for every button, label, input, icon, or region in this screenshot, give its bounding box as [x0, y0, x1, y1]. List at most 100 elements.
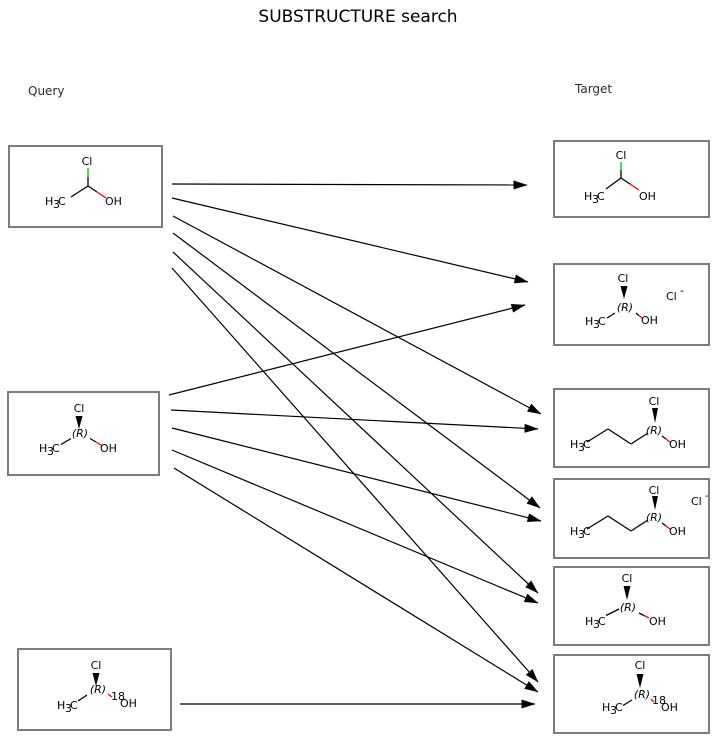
bonds [586, 408, 671, 445]
atom-label-c: C [598, 615, 606, 628]
arrow-query2-target2 [168, 303, 526, 396]
target-box-4: Cl (R) H 3 C OH Cl - [553, 478, 710, 559]
molecule-drawing: Cl H 3 C OH [584, 149, 656, 206]
query-column-label: Query [28, 84, 65, 98]
bonds [606, 286, 643, 319]
molecule-drawing: Cl (R) H 3 C OH [570, 395, 686, 454]
chloride-ion-label: Cl [691, 495, 702, 508]
arrow-query1-target1 [171, 180, 528, 190]
wedge-bond [75, 416, 83, 429]
atom-label-cl: Cl [82, 155, 93, 168]
query-box-2: Cl (R) H 3 C OH [7, 391, 160, 476]
atom-label-cl: Cl [74, 402, 85, 415]
wedge-bond [623, 586, 631, 600]
wedge-bond [636, 674, 644, 688]
atom-label-cl: Cl [635, 659, 646, 672]
molecule-drawing: Cl (R) H 3 C OH [39, 402, 117, 458]
target-box-2: Cl (R) H 3 C OH Cl - [553, 263, 710, 346]
atom-label-c: C [598, 315, 606, 328]
query-box-3: Cl (R) H 3 C 18 OH [17, 648, 172, 731]
atom-label-cl: Cl [618, 272, 629, 285]
arrow-query1-target2 [171, 197, 529, 284]
atom-label-oh: OH [120, 697, 137, 710]
atom-label-h: H [585, 315, 593, 328]
atom-label-h3-sub: 3 [578, 441, 585, 454]
bonds [70, 168, 107, 199]
atom-label-oh: OH [105, 195, 122, 208]
atom-label-c: C [615, 701, 623, 714]
atom-label-h3-sub: 3 [593, 618, 600, 631]
arrow-query2-target5 [171, 449, 539, 604]
atom-label-h3-sub: 3 [47, 445, 54, 458]
atom-label-oh: OH [669, 438, 686, 451]
wedge-bond [652, 496, 658, 510]
atom-label-oh: OH [641, 314, 658, 327]
stereo-label-r: (R) [620, 601, 636, 614]
atom-label-cl: Cl [616, 149, 627, 162]
target-box-5: Cl (R) H 3 C OH [553, 566, 710, 646]
bonds [586, 496, 671, 532]
atom-label-h3-sub: 3 [578, 528, 585, 541]
atom-label-oh: OH [639, 190, 656, 203]
atom-label-oh: OH [661, 701, 678, 714]
wedge-bond [92, 673, 100, 686]
molecule-drawing: Cl H 3 C OH [45, 155, 122, 211]
atom-label-h: H [602, 701, 610, 714]
arrow-query1-target5 [172, 251, 539, 594]
atom-label-c: C [70, 699, 78, 712]
atom-label-h: H [584, 190, 592, 203]
arrow-query1-target6 [171, 267, 539, 683]
arrow-query2-target6 [173, 467, 539, 693]
molecule-drawing: Cl (R) H 3 C 18 OH [602, 659, 678, 717]
atom-label-h: H [39, 442, 47, 455]
stereo-label-r: (R) [90, 683, 106, 696]
atom-label-h3-sub: 3 [65, 702, 72, 715]
atom-label-h: H [570, 525, 578, 538]
arrow-query1-target4 [172, 232, 541, 509]
stereo-label-r: (R) [634, 688, 650, 701]
stereo-label-r: (R) [617, 301, 633, 314]
molecule-drawing: Cl (R) H 3 C 18 OH [57, 659, 137, 715]
arrow-query1-target3 [172, 215, 542, 415]
bonds [60, 416, 103, 447]
atom-label-c: C [58, 195, 66, 208]
arrow-query2-target3 [170, 409, 539, 433]
atom-label-h: H [570, 438, 578, 451]
atom-label-cl: Cl [622, 572, 633, 585]
atom-label-h3-sub: 3 [53, 198, 60, 211]
wedge-bond [652, 408, 658, 423]
atom-label-c: C [597, 190, 605, 203]
arrow-query2-target4 [171, 427, 542, 523]
isotope-label-18: 18 [652, 694, 666, 707]
wedge-bond [620, 286, 628, 299]
atom-label-h: H [57, 699, 65, 712]
atom-label-h: H [585, 615, 593, 628]
query-box-1: Cl H 3 C OH [8, 145, 163, 228]
atom-label-oh: OH [669, 525, 686, 538]
stereo-label-r: (R) [72, 427, 88, 440]
atom-label-oh: OH [100, 442, 117, 455]
chloride-ion-label: Cl [666, 290, 677, 303]
charge-minus-label: - [705, 489, 708, 502]
bonds [622, 674, 655, 707]
atom-label-cl: Cl [649, 395, 660, 408]
target-box-1: Cl H 3 C OH [553, 140, 710, 218]
bonds [605, 586, 650, 619]
atom-label-cl: Cl [91, 659, 102, 672]
diagram-title: SUBSTRUCTURE search [258, 7, 458, 27]
bonds [77, 673, 113, 702]
molecule-drawing: Cl (R) H 3 C OH Cl - [570, 484, 708, 541]
stereo-label-r: (R) [646, 511, 662, 524]
isotope-label-18: 18 [111, 690, 125, 703]
atom-label-h3-sub: 3 [593, 318, 600, 331]
target-box-6: Cl (R) H 3 C 18 OH [553, 654, 710, 734]
atom-label-cl: Cl [649, 484, 660, 497]
charge-minus-label: - [680, 284, 684, 297]
target-column-label: Target [575, 82, 613, 96]
atom-label-h3-sub: 3 [592, 193, 599, 206]
molecule-drawing: Cl (R) H 3 C OH Cl - [585, 272, 684, 331]
atom-label-h3-sub: 3 [610, 704, 617, 717]
atom-label-c: C [52, 442, 60, 455]
atom-label-oh: OH [649, 615, 666, 628]
